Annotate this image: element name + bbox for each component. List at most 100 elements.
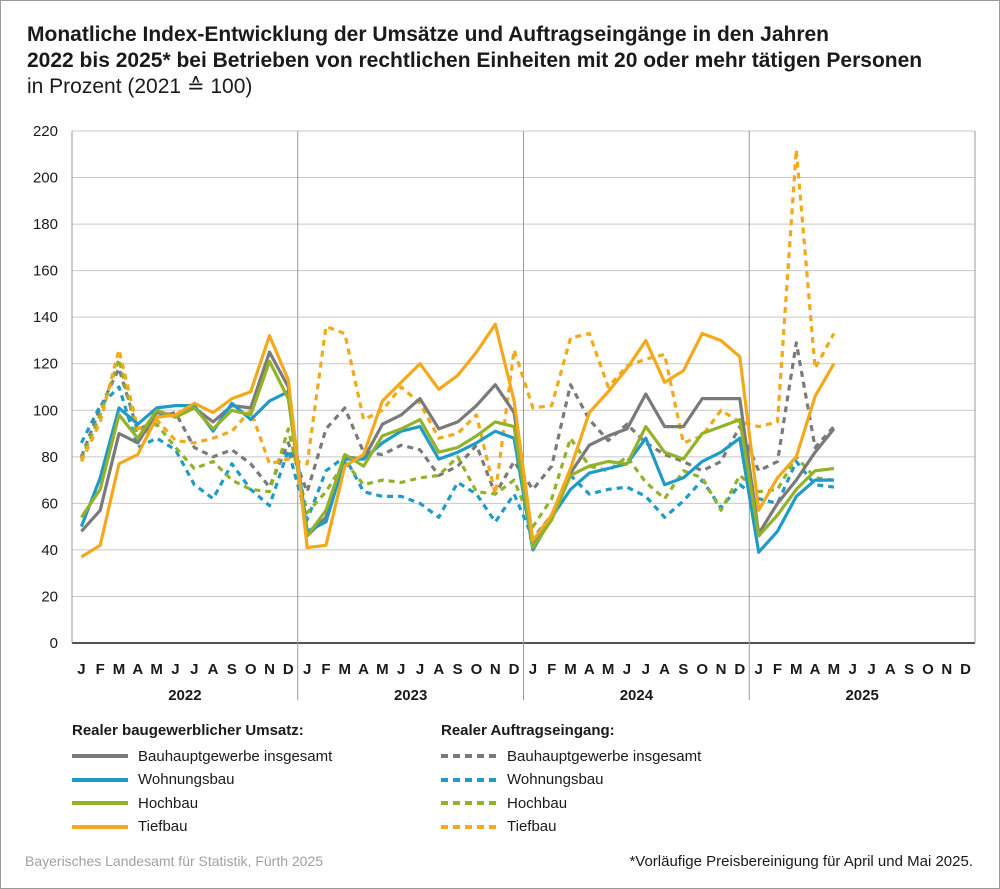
month-label: J [77, 661, 85, 678]
legend-item: Tiefbau [441, 817, 556, 837]
legend-swatch [441, 777, 497, 782]
month-label: J [867, 661, 875, 678]
month-label: M [790, 661, 803, 678]
legend-swatch [72, 754, 128, 758]
month-label: N [941, 661, 952, 678]
legend-item: Wohnungsbau [441, 770, 603, 790]
orders-bauhauptgewerbe-insgesamt-line [79, 341, 836, 496]
y-tick-label: 100 [33, 402, 58, 419]
month-label: A [132, 661, 143, 678]
month-label: J [397, 661, 405, 678]
month-label: M [376, 661, 389, 678]
month-label: J [416, 661, 424, 678]
line-chart: 0 20 40 60 80 100 120 140 160 180 200 220 2022 2023 20… [33, 123, 976, 704]
month-label: S [453, 661, 463, 678]
revenue-wohnungsbau-line [79, 390, 834, 554]
legend-swatch [72, 777, 128, 782]
y-tick-label: 200 [33, 170, 58, 187]
legend-item: Hochbau [72, 793, 198, 813]
y-tick-label: 140 [33, 309, 58, 326]
month-label: A [208, 661, 219, 678]
legend-item: Hochbau [441, 793, 567, 813]
month-label: S [678, 661, 688, 678]
legend-label: Hochbau [507, 794, 568, 812]
month-label: M [339, 661, 352, 678]
month-label: A [433, 661, 444, 678]
revenue-tiefbau-line [80, 322, 836, 559]
month-label: D [509, 661, 520, 678]
y-tick-label: 80 [41, 449, 58, 466]
legend-item: Wohnungsbau [72, 770, 234, 790]
title-line-3: in Prozent (2021 ≙ 100) [27, 75, 253, 98]
y-tick-label: 160 [33, 263, 58, 280]
month-label: A [810, 661, 821, 678]
legend-label: Bauhauptgewerbe insgesamt [138, 747, 333, 765]
month-label: J [754, 661, 762, 678]
month-label: M [150, 661, 163, 678]
orders-hochbau-line [79, 357, 835, 529]
month-label: M [828, 661, 841, 678]
y-tick-label: 220 [33, 123, 58, 140]
legend-item: Tiefbau [72, 817, 187, 837]
y-tick-label: 60 [41, 495, 58, 512]
month-label: J [171, 661, 179, 678]
month-label: M [602, 661, 615, 678]
month-label: O [922, 661, 934, 678]
month-label: S [227, 661, 237, 678]
revenue-bauhauptgewerbe-insgesamt-line [80, 350, 836, 547]
month-label: A [659, 661, 670, 678]
month-label: O [696, 661, 708, 678]
orders-tiefbau-line [79, 148, 836, 496]
month-label: M [564, 661, 577, 678]
legend-label: Tiefbau [138, 818, 188, 835]
month-label: J [529, 661, 537, 678]
legend-swatch [441, 801, 497, 805]
month-label: O [245, 661, 257, 678]
legend-heading-orders: Realer Auftragseingang: [441, 722, 615, 739]
month-label: M [113, 661, 126, 678]
month-label: F [321, 661, 330, 678]
y-tick-label: 0 [50, 635, 58, 652]
month-label: F [96, 661, 105, 678]
title-line-1: Monatliche Index-Entwicklung der Umsätze… [27, 23, 829, 46]
year-label: 2023 [394, 687, 427, 704]
y-tick-label: 20 [41, 588, 58, 605]
revenue-hochbau-line [80, 359, 835, 550]
y-tick-label: 180 [33, 216, 58, 233]
chart-title: Monatliche Index-Entwicklung der Umsätze… [27, 22, 977, 100]
source-note: Bayerisches Landesamt für Statistik, Für… [25, 853, 324, 869]
month-label: F [773, 661, 782, 678]
year-label: 2025 [845, 687, 878, 704]
month-label: J [642, 661, 650, 678]
year-label: 2024 [620, 687, 654, 704]
month-label: D [283, 661, 294, 678]
month-label: J [190, 661, 198, 678]
month-label: J [303, 661, 311, 678]
legend-heading-revenue: Realer baugewerblicher Umsatz: [72, 722, 304, 739]
month-label: N [716, 661, 727, 678]
month-label: O [471, 661, 483, 678]
month-label: N [490, 661, 501, 678]
legend-swatch [441, 754, 497, 758]
month-label: F [547, 661, 556, 678]
month-label: N [264, 661, 275, 678]
month-label: A [885, 661, 896, 678]
month-label: J [849, 661, 857, 678]
footnote: *Vorläufige Preisbereinigung für April u… [629, 853, 973, 870]
legend-swatch [441, 824, 497, 829]
y-tick-label: 40 [41, 542, 58, 559]
month-label: A [584, 661, 595, 678]
legend-swatch [72, 801, 128, 805]
legend-item: Bauhauptgewerbe insgesamt [72, 746, 332, 766]
title-line-2: 2022 bis 2025* bei Betrieben von rechtli… [27, 49, 923, 72]
month-label: J [623, 661, 631, 678]
legend-label: Bauhauptgewerbe insgesamt [507, 747, 702, 765]
legend-label: Wohnungsbau [138, 771, 235, 788]
legend-label: Hochbau [138, 794, 199, 812]
legend-item: Bauhauptgewerbe insgesamt [441, 746, 701, 766]
month-label: A [358, 661, 369, 678]
month-label: S [904, 661, 914, 678]
legend-label: Tiefbau [507, 818, 557, 835]
legend-swatch [72, 824, 128, 829]
legend-label: Wohnungsbau [507, 771, 604, 788]
